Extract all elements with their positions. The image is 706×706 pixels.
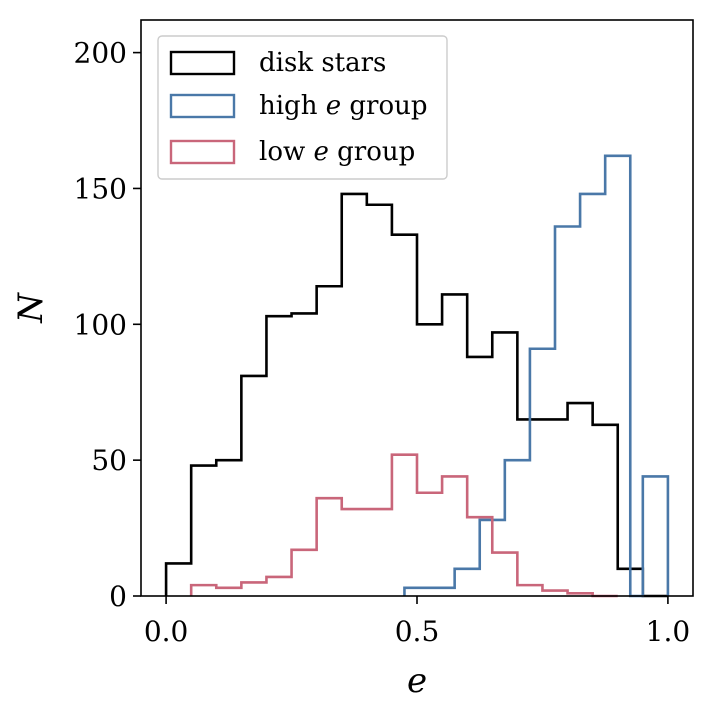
x-axis-label: e	[407, 661, 427, 701]
y-tick-label: 50	[91, 444, 127, 477]
legend-label: low e group	[259, 137, 415, 167]
legend-box	[157, 35, 448, 180]
series-1-histogram	[403, 154, 670, 598]
x-tick-label: 1.0	[646, 615, 691, 648]
x-tick-label: 0.5	[395, 615, 440, 648]
y-tick-label: 100	[74, 308, 127, 341]
legend-swatch	[169, 50, 236, 76]
legend-label: high e group	[259, 91, 428, 121]
legend-label: disk stars	[259, 48, 386, 78]
series-0-histogram	[164, 192, 668, 598]
x-tick-label: 0.0	[144, 615, 189, 648]
y-axis-label: N	[11, 292, 51, 324]
legend-swatch	[169, 93, 236, 119]
y-tick-label: 0	[109, 580, 127, 613]
series-2-histogram	[189, 453, 618, 598]
tick-layer: 0.0 0.5 1.0 0 50 100 150 200	[74, 37, 691, 648]
legend-swatch	[169, 139, 236, 165]
legend: disk stars high e group low e group	[157, 35, 448, 180]
y-tick-label: 200	[74, 37, 127, 70]
y-tick-label: 150	[74, 172, 127, 205]
series-layer	[164, 154, 670, 598]
